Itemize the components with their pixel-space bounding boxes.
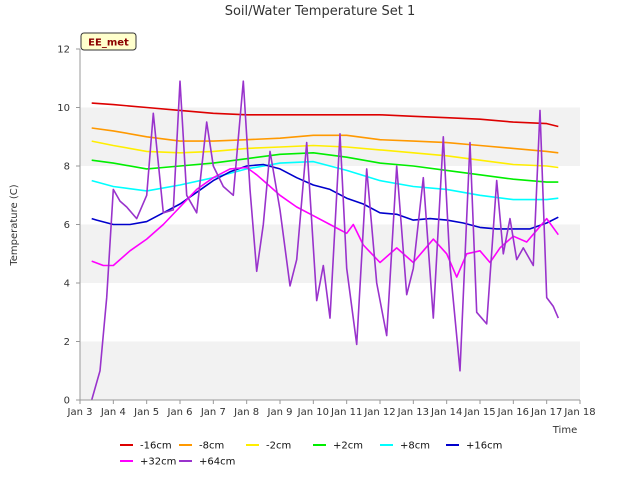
- x-tick-label: Jan 4: [100, 407, 126, 418]
- x-tick-label: Jan 17: [530, 407, 562, 418]
- series-line-16cm-pos: [91, 163, 559, 230]
- y-tick-label: 10: [57, 103, 70, 114]
- x-tick-label: Jan 14: [430, 407, 462, 418]
- y-tick-label: 6: [64, 220, 70, 231]
- x-tick-label: Jan 9: [267, 407, 293, 418]
- legend-label: +64cm: [199, 457, 235, 468]
- x-tick-label: Jan 18: [563, 407, 595, 418]
- plot-band: [80, 224, 580, 283]
- station-badge-label: EE_met: [88, 38, 129, 49]
- legend-label: -8cm: [199, 441, 224, 452]
- x-tick-label: Jan 3: [67, 407, 93, 418]
- x-tick-label: Jan 10: [297, 407, 329, 418]
- x-axis-ticks: Jan 3 Jan 4 Jan 5 Jan 6 Jan 7 Jan 8 Jan 9 Jan 1…: [67, 400, 596, 418]
- series-line-64cm-pos: [90, 80, 560, 401]
- series-line-2cm-neg: [91, 140, 559, 169]
- legend-label: +16cm: [466, 441, 502, 452]
- series-line-8cm-neg: [91, 127, 559, 154]
- series-line-16cm-neg: [91, 102, 559, 128]
- x-tick-label: Jan 6: [167, 407, 193, 418]
- x-tick-label: Jan 7: [200, 407, 226, 418]
- legend-label: -2cm: [266, 441, 291, 452]
- plot-band: [80, 341, 580, 400]
- x-tick-label: Jan 16: [497, 407, 529, 418]
- legend-label: +8cm: [400, 441, 430, 452]
- y-tick-label: 8: [64, 162, 70, 173]
- plot-band: [80, 107, 580, 166]
- plot-band: [80, 166, 580, 225]
- series-lines: [90, 80, 560, 401]
- x-axis-label: Time: [552, 425, 577, 436]
- y-tick-label: 2: [64, 337, 70, 348]
- y-tick-label: 4: [64, 279, 70, 290]
- series-line-8cm-pos: [91, 160, 559, 201]
- legend-label: -16cm: [140, 441, 172, 452]
- x-tick-label: Jan 5: [133, 407, 159, 418]
- legend: -16cm -8cm -2cm +2cm +8cm +16cm +32cm +64cm: [120, 441, 502, 468]
- x-tick-label: Jan 15: [463, 407, 495, 418]
- station-badge-box: [80, 32, 137, 51]
- plot-bands: [80, 49, 580, 400]
- x-tick-label: Jan 13: [397, 407, 429, 418]
- x-tick-label: Jan 8: [233, 407, 259, 418]
- legend-label: +2cm: [333, 441, 363, 452]
- y-axis-ticks: 0 2 4 6 8 10 12: [57, 45, 80, 407]
- series-line-2cm-pos: [91, 152, 559, 183]
- y-tick-label: 0: [64, 396, 70, 407]
- plot-band: [80, 49, 580, 108]
- y-axis-label: Temperature (C): [9, 184, 20, 266]
- x-tick-label: Jan 12: [363, 407, 395, 418]
- chart-title: Soil/Water Temperature Set 1: [225, 4, 416, 19]
- y-tick-label: 12: [57, 45, 70, 56]
- x-tick-label: Jan 11: [330, 407, 362, 418]
- legend-label: +32cm: [140, 457, 176, 468]
- station-badge: EE_met: [80, 32, 137, 51]
